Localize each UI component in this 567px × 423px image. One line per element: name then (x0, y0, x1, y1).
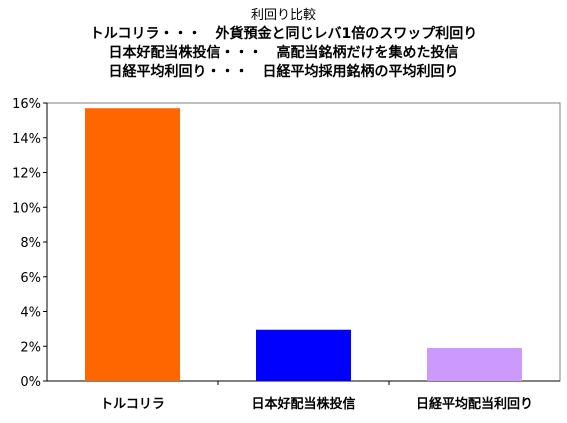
bars-layer (85, 108, 522, 382)
y-tick-label: 0% (20, 375, 41, 390)
y-tick-label: 6% (20, 271, 41, 286)
x-tick-label: 日経平均配当利回り (416, 396, 533, 412)
chart-title-block: 利回り比較 トルコリラ・・・ 外貨預金と同じレバ1倍のスワップ利回り 日本好配当… (0, 6, 567, 82)
y-tick-label: 16% (12, 97, 41, 112)
y-tick-label: 4% (20, 306, 41, 321)
labels-layer: 0% 2% 4% 6% 8% 10% 12% 14% 16% トルコリラ 日本好配当株投信 日経平均配… (12, 97, 533, 412)
chart-subtitle-line-3: 日経平均利回り・・・ 日経平均採用銘柄の平均利回り (108, 64, 459, 80)
chart-subtitle-line-1: トルコリラ・・・ 外貨預金と同じレバ1倍のスワップ利回り (89, 26, 478, 42)
x-tick-label: 日本好配当株投信 (251, 396, 355, 412)
chart-title: 利回り比較 (250, 8, 316, 23)
y-tick-label: 2% (20, 340, 41, 355)
y-tick-label: 14% (12, 132, 41, 147)
bar (85, 108, 180, 382)
y-tick-label: 8% (20, 236, 41, 251)
bar (256, 329, 351, 381)
x-tick-label: トルコリラ (100, 397, 165, 412)
y-tick-label: 12% (12, 167, 41, 182)
bar (427, 347, 522, 381)
y-tick-label: 10% (12, 201, 41, 216)
chart-subtitle-line-2: 日本好配当株投信・・・ 高配当銘柄だけを集めた投信 (108, 45, 459, 61)
